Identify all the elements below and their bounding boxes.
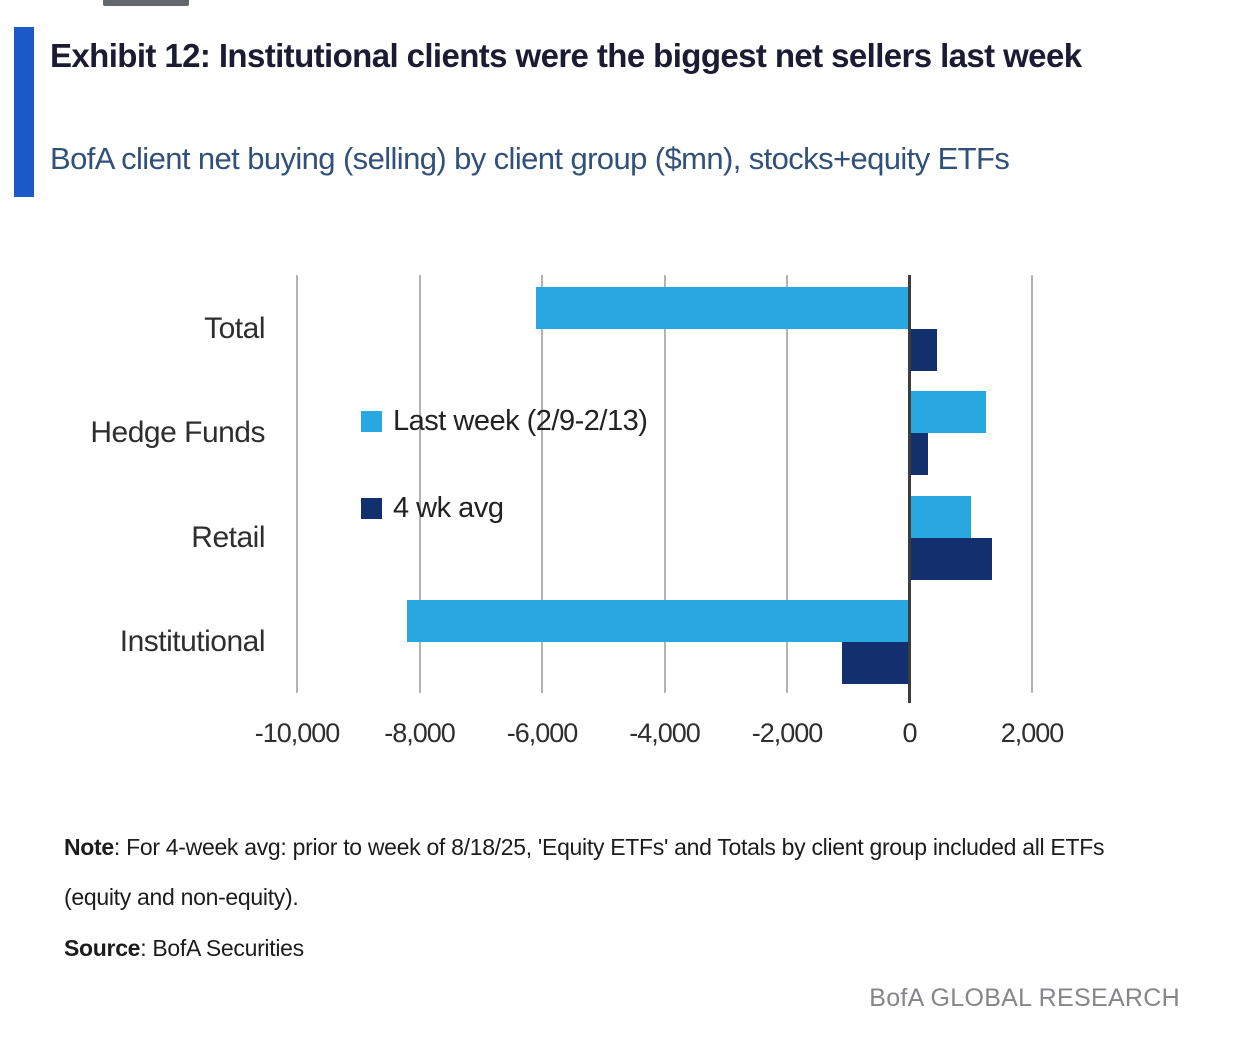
screenshot-crop-artifact <box>103 0 189 6</box>
note-label: Note <box>64 834 114 860</box>
bar-institutional-series-2 <box>842 641 910 684</box>
gridline <box>418 275 421 693</box>
chart-subtitle: BofA client net buying (selling) by clie… <box>50 141 1010 176</box>
title-accent-bar <box>14 27 34 197</box>
legend-item-1: Last week (2/9-2/13) <box>361 404 648 438</box>
gridline <box>296 275 298 693</box>
bofa-global-research-brand: BofA GLOBAL RESEARCH <box>869 984 1180 1012</box>
category-label-retail: Retail <box>191 520 265 554</box>
bar-institutional-series-1 <box>407 599 910 642</box>
source-text: Source: BofA Securities <box>64 930 964 966</box>
x-tick-label: -2,000 <box>751 718 824 748</box>
category-label-total: Total <box>204 312 265 345</box>
bar-retail-series-2 <box>909 537 993 580</box>
x-tick-label: 2,000 <box>1000 718 1065 748</box>
source-label: Source <box>64 935 141 961</box>
category-label-institutional: Institutional <box>119 624 266 658</box>
legend-swatch-icon <box>361 497 382 519</box>
bar-hedge-funds-series-1 <box>909 391 987 434</box>
bar-total-series-2 <box>909 329 938 371</box>
note-text: Note: For 4-week avg: prior to week of 8… <box>64 822 1172 922</box>
gridline <box>786 275 788 693</box>
gridline <box>663 275 666 693</box>
bar-total-series-1 <box>535 287 910 329</box>
bar-hedge-funds-series-2 <box>909 433 928 476</box>
x-tick-label: 0 <box>902 718 917 748</box>
bar-chart: -10,000 -8,000 -6,000 -4,000 -2,000 0 2,000 Tot… <box>90 275 1065 748</box>
legend-label: 4 wk avg <box>393 491 504 524</box>
gridline <box>1031 275 1033 693</box>
gridline <box>541 275 543 693</box>
x-tick-label: -10,000 <box>254 718 341 748</box>
source-body: : BofA Securities <box>140 935 304 961</box>
zero-axis-line <box>908 275 911 703</box>
legend-swatch-icon <box>361 410 382 432</box>
note-body: : For 4-week avg: prior to week of 8/18/… <box>64 834 1105 910</box>
x-tick-label: -4,000 <box>629 718 701 748</box>
x-tick-label: -8,000 <box>384 718 456 748</box>
legend-item-2: 4 wk avg <box>361 491 504 525</box>
legend-label: Last week (2/9-2/13) <box>393 404 648 437</box>
category-label-hedge-funds: Hedge Funds <box>90 416 265 450</box>
exhibit-title: Exhibit 12: Institutional clients were t… <box>50 37 1082 74</box>
x-tick-label: -6,000 <box>506 718 579 748</box>
bar-retail-series-1 <box>909 495 971 538</box>
